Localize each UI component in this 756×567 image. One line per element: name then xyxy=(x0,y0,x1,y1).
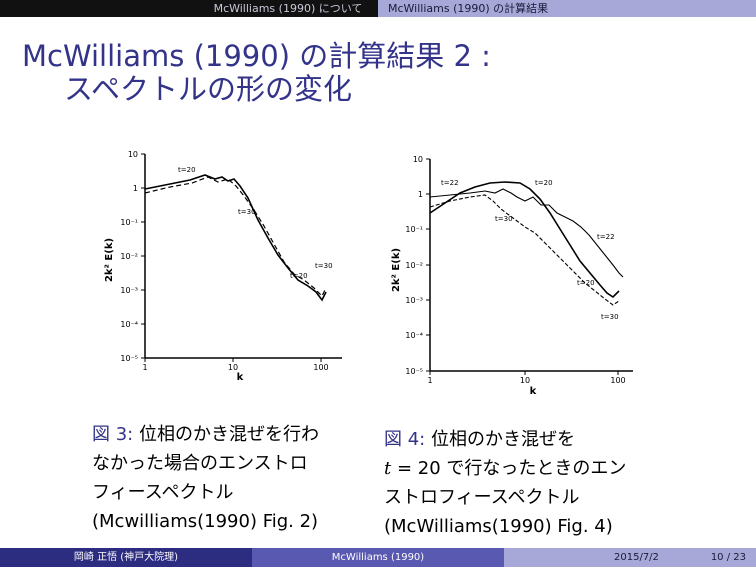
footer-date: 2015/7/2 xyxy=(614,552,659,563)
curve-label: t=20 xyxy=(178,166,196,174)
caption-line: = 20 で行なったときのエン xyxy=(391,458,627,479)
y-tick-label: 10⁻² xyxy=(120,252,138,261)
curve-label: t=30 xyxy=(495,215,513,223)
figure-3: 10 1 10⁻¹ 10⁻² 10⁻³ 10⁻⁴ 10⁻⁵ 1 10 100 k… xyxy=(100,140,350,380)
y-tick-label: 10⁻¹ xyxy=(120,218,138,227)
curve-t20 xyxy=(429,181,620,299)
y-tick-label: 10 xyxy=(413,155,423,164)
figure-4-plot: 10 1 10⁻¹ 10⁻² 10⁻³ 10⁻⁴ 10⁻⁵ 1 10 100 k… xyxy=(391,155,633,395)
caption-math-t: t xyxy=(384,458,392,479)
figure-4: 10 1 10⁻¹ 10⁻² 10⁻³ 10⁻⁴ 10⁻⁵ 1 10 100 k… xyxy=(385,145,640,395)
curve-label: t=20 xyxy=(577,279,595,287)
x-axis-label: k xyxy=(530,386,537,395)
curve-label: t=30 xyxy=(238,208,256,216)
footer-bar: 岡崎 正悟 (神戸大院理) McWilliams (1990) 2015/7/2… xyxy=(0,548,756,567)
y-tick-label: 10⁻² xyxy=(405,261,423,270)
nav-subsection-link[interactable]: McWilliams (1990) の計算結果 xyxy=(378,0,756,17)
curve-t22 xyxy=(429,188,624,278)
curve-label: t=30 xyxy=(601,313,619,321)
curve-t30 xyxy=(144,176,327,298)
x-tick-label: 1 xyxy=(142,363,147,372)
slide-title-line1: McWilliams (1990) の計算結果 2 : xyxy=(22,39,491,73)
caption-line: 位相のかき混ぜを xyxy=(430,429,575,450)
footer-info: 2015/7/2 10 / 23 xyxy=(504,548,756,567)
y-tick-label: 10⁻⁵ xyxy=(405,367,423,376)
curve-label: t=20 xyxy=(535,179,553,187)
y-tick-label: 10 xyxy=(128,150,138,159)
slide-title-line2: スペクトルの形の変化 xyxy=(64,72,352,106)
y-tick-label: 10⁻⁵ xyxy=(120,354,138,363)
figure-3-caption: 図 3: 位相のかき混ぜを行わ なかった場合のエンストロ フィースペクトル (M… xyxy=(92,420,319,536)
x-tick-label: 100 xyxy=(313,363,328,372)
navigation-bar: McWilliams (1990) について McWilliams (1990)… xyxy=(0,0,756,17)
caption-line: フィースペクトル xyxy=(92,482,234,503)
y-tick-label: 1 xyxy=(133,184,138,193)
nav-section-link[interactable]: McWilliams (1990) について xyxy=(213,2,363,15)
x-axis-label: k xyxy=(237,372,244,380)
caption-line: ストロフィースペクトル xyxy=(384,487,580,508)
footer-page-number: 10 / 23 xyxy=(710,552,746,563)
caption-line: なかった場合のエンストロ xyxy=(92,453,308,474)
y-tick-label: 10⁻³ xyxy=(405,296,423,305)
caption-line: 位相のかき混ぜを行わ xyxy=(138,424,319,445)
curve-label: t=20 xyxy=(290,272,308,280)
figure-4-caption: 図 4: 位相のかき混ぜを t = 20 で行なったときのエン ストロフィースペ… xyxy=(384,425,626,541)
curve-label: t=22 xyxy=(597,233,615,241)
y-tick-label: 1 xyxy=(418,190,423,199)
caption-label: 図 4: xyxy=(384,429,426,450)
caption-line: (McWilliams(1990) Fig. 4) xyxy=(384,516,613,537)
x-tick-label: 10 xyxy=(228,363,238,372)
y-axis-label: 2k² E(k) xyxy=(391,248,402,292)
x-tick-label: 1 xyxy=(427,376,432,385)
x-tick-label: 10 xyxy=(520,376,530,385)
figure-3-plot: 10 1 10⁻¹ 10⁻² 10⁻³ 10⁻⁴ 10⁻⁵ 1 10 100 k… xyxy=(104,150,342,380)
y-tick-label: 10⁻⁴ xyxy=(405,331,423,340)
caption-label: 図 3: xyxy=(92,424,134,445)
curve-t20 xyxy=(144,174,327,302)
footer-title: McWilliams (1990) xyxy=(252,548,504,567)
curve-label: t=30 xyxy=(315,262,333,270)
y-axis-label: 2k² E(k) xyxy=(104,238,115,282)
curve-label: t=22 xyxy=(441,179,459,187)
caption-line: (Mcwilliams(1990) Fig. 2) xyxy=(92,511,319,532)
footer-author: 岡崎 正悟 (神戸大院理) xyxy=(0,548,252,567)
x-tick-label: 100 xyxy=(610,376,625,385)
y-tick-label: 10⁻³ xyxy=(120,286,138,295)
curve-t30 xyxy=(429,194,620,306)
y-tick-label: 10⁻¹ xyxy=(405,225,423,234)
slide-title: McWilliams (1990) の計算結果 2 : スペクトルの形の変化 xyxy=(22,40,491,106)
y-tick-label: 10⁻⁴ xyxy=(120,320,138,329)
